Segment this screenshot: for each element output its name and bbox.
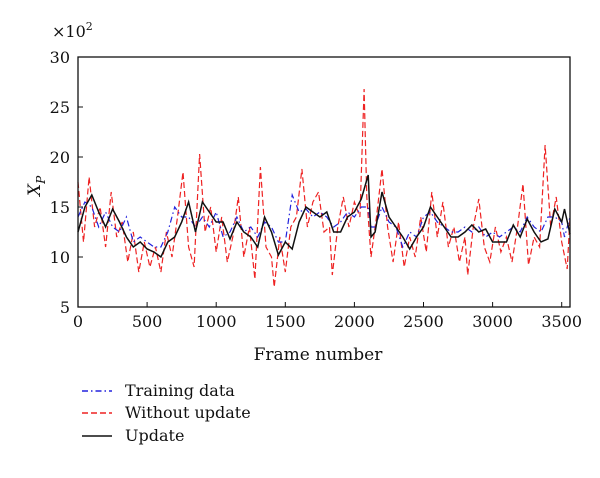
y-tick-label: 15 — [50, 198, 70, 217]
x-tick-label: 2000 — [334, 312, 375, 331]
x-axis-label: Frame number — [254, 345, 384, 365]
series-line-training-data — [77, 192, 571, 249]
y-multiplier: ×102 — [52, 20, 93, 41]
x-tick-label: 3000 — [472, 312, 513, 331]
legend-label: Without update — [125, 403, 251, 422]
y-tick-label: 30 — [50, 48, 70, 67]
x-axis: 0 500 1000 1500 2000 2500 3000 3500 — [73, 302, 582, 331]
legend-label: Update — [125, 426, 184, 445]
plot-frame — [77, 56, 571, 308]
y-multiplier-exponent: 2 — [86, 20, 93, 33]
legend: Training data Without update Update — [82, 381, 251, 445]
x-tick-label: 500 — [132, 312, 163, 331]
x-tick-label: 0 — [73, 312, 83, 331]
legend-label: Training data — [125, 381, 235, 400]
y-tick-label: 10 — [50, 248, 70, 267]
y-axis: 5 10 15 20 25 30 — [50, 48, 83, 317]
series-line-update — [77, 174, 571, 259]
x-tick-label: 2500 — [403, 312, 444, 331]
y-tick-label: 25 — [50, 98, 70, 117]
y-axis-label: XP — [25, 175, 48, 198]
x-tick-label: 1000 — [196, 312, 237, 331]
series-layer — [77, 88, 571, 288]
y-tick-label: 5 — [60, 298, 70, 317]
x-tick-label: 1500 — [265, 312, 306, 331]
y-tick-label: 20 — [50, 148, 70, 167]
series-line-without-update — [77, 88, 571, 288]
x-tick-label: 3500 — [541, 312, 582, 331]
y-axis-label-subscript: P — [34, 175, 48, 185]
